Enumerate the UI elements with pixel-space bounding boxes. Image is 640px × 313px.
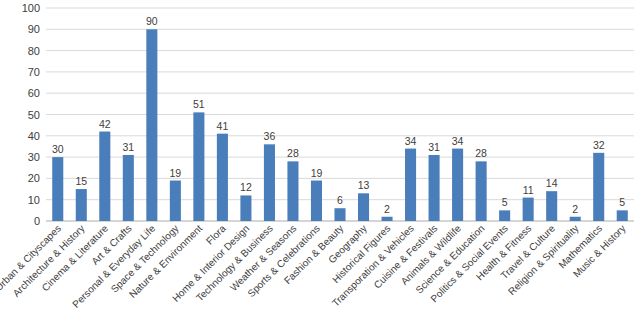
bar bbox=[123, 155, 134, 221]
data-label: 19 bbox=[311, 167, 323, 179]
data-label: 2 bbox=[572, 203, 578, 215]
data-label: 28 bbox=[475, 147, 487, 159]
bar bbox=[617, 210, 628, 221]
bar bbox=[240, 195, 251, 221]
bar bbox=[334, 208, 345, 221]
bar bbox=[99, 132, 110, 221]
bar bbox=[170, 181, 181, 221]
bar bbox=[429, 155, 440, 221]
data-label: 30 bbox=[52, 143, 64, 155]
data-label: 2 bbox=[384, 203, 390, 215]
bar bbox=[476, 161, 487, 221]
data-label: 42 bbox=[99, 118, 111, 130]
bar bbox=[593, 153, 604, 221]
bar bbox=[570, 217, 581, 221]
bar bbox=[52, 157, 63, 221]
bar bbox=[76, 189, 87, 221]
data-label: 90 bbox=[146, 15, 158, 27]
data-label: 32 bbox=[593, 139, 605, 151]
grid-line bbox=[46, 8, 634, 9]
data-label: 6 bbox=[337, 194, 343, 206]
y-tick-label: 20 bbox=[28, 172, 40, 184]
grid-line bbox=[46, 157, 634, 158]
y-tick-label: 30 bbox=[28, 151, 40, 163]
data-label: 41 bbox=[217, 120, 229, 132]
y-tick-label: 80 bbox=[28, 45, 40, 57]
bar bbox=[452, 149, 463, 221]
data-label: 11 bbox=[523, 184, 534, 196]
bar bbox=[146, 29, 157, 221]
data-label: 12 bbox=[240, 181, 252, 193]
bar bbox=[264, 144, 275, 221]
grid-line bbox=[46, 135, 634, 136]
data-label: 34 bbox=[405, 135, 417, 147]
grid-line bbox=[46, 71, 634, 72]
bar bbox=[311, 181, 322, 221]
bar bbox=[405, 149, 416, 221]
x-tick-label: Music & History bbox=[571, 223, 628, 280]
grid-line bbox=[46, 93, 634, 94]
data-label: 14 bbox=[546, 177, 558, 189]
data-label: 5 bbox=[619, 196, 625, 208]
chart: 010203040506070809010030Urban & Cityscap… bbox=[0, 0, 640, 313]
data-label: 5 bbox=[502, 196, 508, 208]
data-label: 34 bbox=[452, 135, 464, 147]
grid-line bbox=[46, 114, 634, 115]
data-label: 19 bbox=[170, 167, 182, 179]
bar bbox=[193, 112, 204, 221]
bar bbox=[382, 217, 393, 221]
y-tick-label: 0 bbox=[34, 215, 40, 227]
data-label: 15 bbox=[75, 175, 87, 187]
data-label: 13 bbox=[358, 179, 370, 191]
bar bbox=[499, 210, 510, 221]
bars bbox=[52, 29, 628, 221]
y-tick-label: 40 bbox=[28, 130, 40, 142]
bar bbox=[523, 198, 534, 221]
data-label: 36 bbox=[264, 130, 276, 142]
bar bbox=[546, 191, 557, 221]
y-tick-label: 60 bbox=[28, 87, 40, 99]
y-tick-label: 90 bbox=[28, 23, 40, 35]
grid-line bbox=[46, 29, 634, 30]
y-tick-label: 100 bbox=[22, 2, 40, 14]
bar bbox=[217, 134, 228, 221]
grid-line bbox=[46, 50, 634, 51]
bar bbox=[358, 193, 369, 221]
data-label: 31 bbox=[428, 141, 440, 153]
data-label: 51 bbox=[193, 98, 205, 110]
y-tick-label: 50 bbox=[28, 109, 40, 121]
y-tick-label: 10 bbox=[28, 194, 40, 206]
data-label: 31 bbox=[122, 141, 134, 153]
bar bbox=[287, 161, 298, 221]
y-tick-label: 70 bbox=[28, 66, 40, 78]
data-label: 28 bbox=[287, 147, 299, 159]
